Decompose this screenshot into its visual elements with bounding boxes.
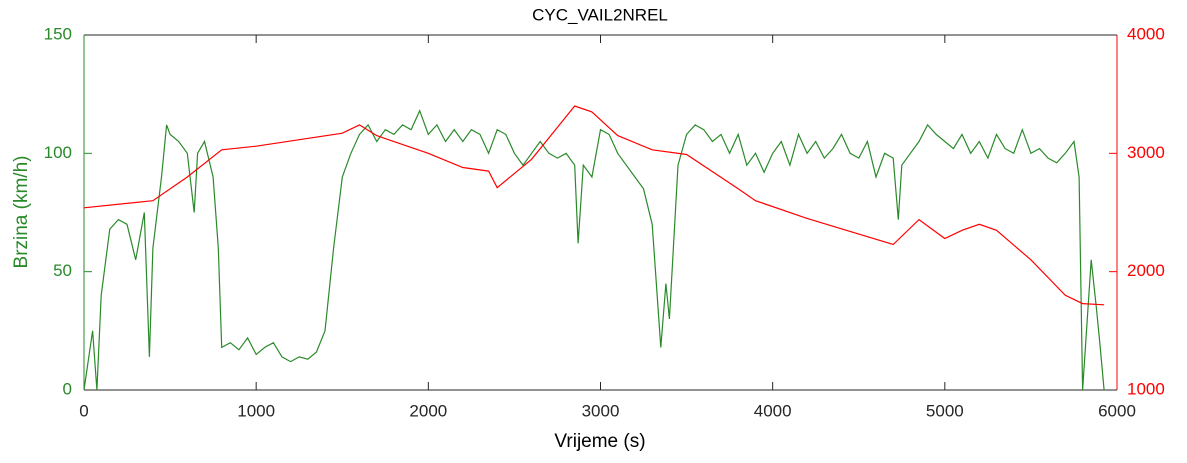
plot-area (84, 35, 1117, 390)
y-tick-label: 150 (44, 24, 72, 43)
chart-title: CYC_VAIL2NREL (532, 5, 668, 24)
y2-tick-label: 1000 (1127, 379, 1165, 398)
data-line (83, 105, 1105, 306)
x-tick-label: 2000 (409, 401, 447, 420)
y2-tick-label: 3000 (1127, 143, 1165, 162)
y2-tick-label: 4000 (1127, 24, 1165, 43)
y2-tick-label: 2000 (1127, 261, 1165, 280)
y-tick-label: 100 (44, 143, 72, 162)
data-line (83, 109, 1105, 391)
x-tick-label: 1000 (237, 401, 275, 420)
x-tick-label: 4000 (754, 401, 792, 420)
x-axis-label: Vrijeme (s) (554, 431, 645, 452)
x-tick-label: 6000 (1098, 401, 1136, 420)
x-tick-label: 5000 (926, 401, 964, 420)
y-tick-label: 50 (53, 261, 72, 280)
x-tick-label: 3000 (582, 401, 620, 420)
y-axis-label: Brzina (km/h) (11, 156, 32, 269)
y-tick-label: 0 (63, 379, 72, 398)
x-tick-label: 0 (79, 401, 88, 420)
